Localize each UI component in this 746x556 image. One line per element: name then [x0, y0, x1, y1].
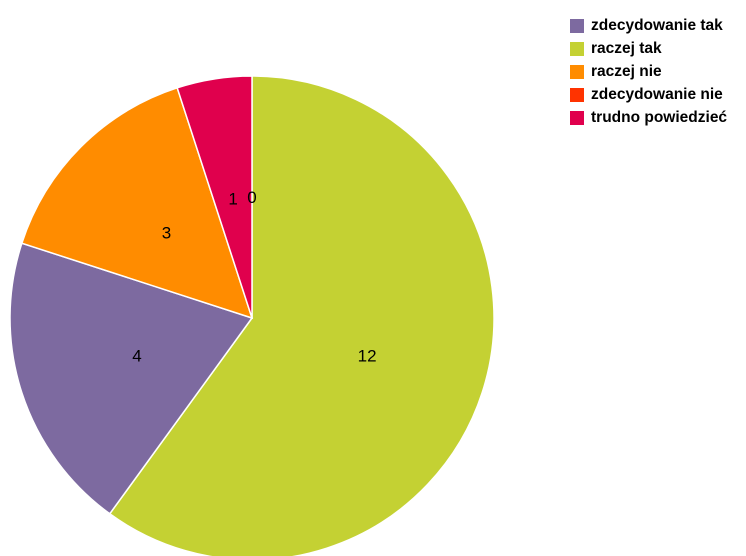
- pie-data-labels: 12 4 3 1 0: [132, 188, 376, 365]
- legend-item-zdecydowanie-tak: zdecydowanie tak: [570, 14, 727, 37]
- pie-slice-raczej-tak: [108, 75, 495, 556]
- pie-slice-raczej-nie: [20, 86, 254, 320]
- legend-label: trudno powiedzieć: [591, 108, 728, 126]
- legend-item-trudno-powiedziec: trudno powiedzieć: [570, 106, 727, 129]
- legend-label: zdecydowanie nie: [591, 85, 723, 103]
- legend-item-raczej-tak: raczej tak: [570, 37, 727, 60]
- legend-swatch: [570, 110, 584, 125]
- pie-slices: [9, 75, 495, 556]
- data-label-raczej-tak: 12: [358, 346, 377, 365]
- data-label-raczej-nie: 3: [162, 223, 171, 242]
- legend-item-raczej-nie: raczej nie: [570, 60, 727, 83]
- pie-slice-zdecydowanie-tak: [9, 242, 254, 515]
- data-label-trudno-powiedzie-: 1: [228, 189, 237, 208]
- legend-swatch: [570, 18, 584, 33]
- legend-label: raczej tak: [591, 39, 662, 57]
- legend: zdecydowanie tak raczej tak raczej nie z…: [570, 14, 727, 129]
- data-label-zdecydowanie-nie: 0: [247, 188, 256, 207]
- legend-label: zdecydowanie tak: [591, 16, 723, 34]
- legend-swatch: [570, 41, 584, 56]
- legend-item-zdecydowanie-nie: zdecydowanie nie: [570, 83, 727, 106]
- legend-swatch: [570, 64, 584, 79]
- legend-swatch: [570, 87, 584, 102]
- pie-slice-trudno-powiedzie-: [176, 75, 253, 319]
- data-label-zdecydowanie-tak: 4: [132, 346, 141, 365]
- legend-label: raczej nie: [591, 62, 662, 80]
